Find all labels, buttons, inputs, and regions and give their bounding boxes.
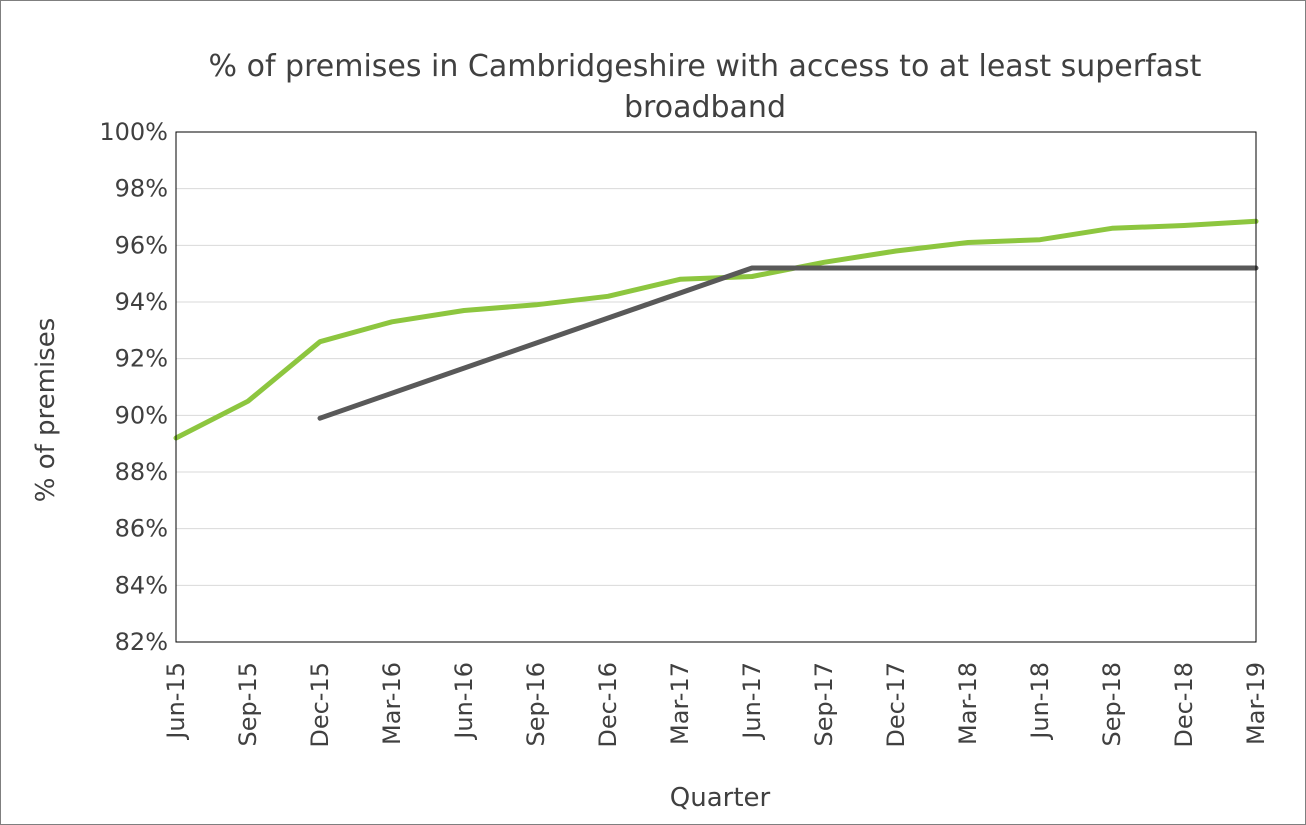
y-tick-label: 96% bbox=[115, 231, 168, 259]
y-tick-label: 88% bbox=[115, 458, 168, 486]
x-tick-label: Mar-19 bbox=[1242, 662, 1270, 745]
chart-title-line-2: broadband bbox=[624, 90, 786, 125]
y-tick-label: 94% bbox=[115, 288, 168, 316]
series-lines bbox=[173, 218, 1259, 441]
x-tick-label: Jun-18 bbox=[1026, 662, 1054, 741]
y-tick-label: 100% bbox=[99, 118, 168, 146]
x-tick-label: Dec-17 bbox=[882, 662, 910, 748]
x-tick-label: Dec-16 bbox=[594, 662, 622, 748]
x-tick-label: Mar-16 bbox=[378, 662, 406, 745]
x-tick-label: Sep-16 bbox=[522, 662, 550, 746]
gridlines bbox=[176, 131, 1256, 643]
y-tick-label: 90% bbox=[115, 401, 168, 429]
plot-area-border bbox=[175, 131, 1257, 643]
series-line-2 bbox=[317, 265, 1259, 421]
x-tick-label: Dec-18 bbox=[1170, 662, 1198, 748]
y-tick-label: 82% bbox=[115, 628, 168, 656]
chart-title-line-1: % of premises in Cambridgeshire with acc… bbox=[209, 49, 1202, 84]
y-axis-ticks: 82% 84% 86% 88% 90% 92% 94% 96% 98% 100% bbox=[99, 118, 168, 656]
x-tick-label: Mar-18 bbox=[954, 662, 982, 745]
x-tick-label: Sep-18 bbox=[1098, 662, 1126, 746]
x-axis-title: Quarter bbox=[670, 783, 771, 813]
x-tick-label: Jun-17 bbox=[738, 662, 766, 741]
x-tick-label: Dec-15 bbox=[306, 662, 334, 748]
x-tick-label: Jun-15 bbox=[162, 662, 190, 741]
y-tick-label: 92% bbox=[115, 345, 168, 373]
x-tick-label: Jun-16 bbox=[450, 662, 478, 741]
y-tick-label: 84% bbox=[115, 571, 168, 599]
x-tick-label: Mar-17 bbox=[666, 662, 694, 745]
x-axis-ticks: Jun-15 Sep-15 Dec-15 Mar-16 Jun-16 Sep-16 Dec-… bbox=[162, 662, 1270, 748]
y-tick-label: 98% bbox=[115, 175, 168, 203]
series-line-1 bbox=[173, 218, 1259, 441]
x-tick-label: Sep-15 bbox=[234, 662, 262, 746]
y-axis-title: % of premises bbox=[31, 318, 61, 503]
y-tick-label: 86% bbox=[115, 515, 168, 543]
x-tick-label: Sep-17 bbox=[810, 662, 838, 746]
